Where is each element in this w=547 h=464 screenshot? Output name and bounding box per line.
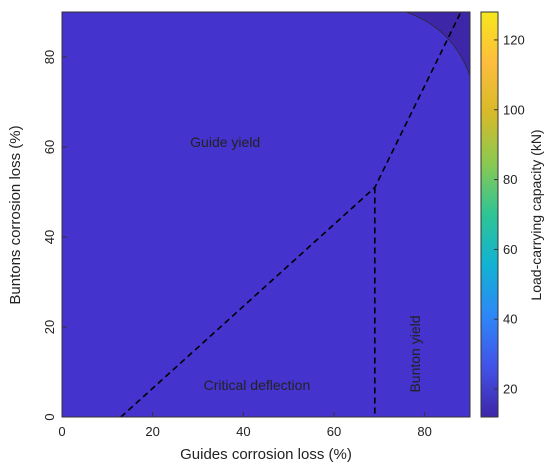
y-tick-label: 0 [42,413,57,420]
colorbar-ticks: 20 40 60 80 100 120 [494,32,525,397]
contour-region-14 [62,12,470,417]
x-tick-label: 60 [327,424,341,439]
colorbar-tick-label: 40 [503,312,517,327]
annotation-1: Guide yield [190,134,260,150]
colorbar-tick-label: 20 [503,382,517,397]
colorbar-tick-label: 120 [503,32,525,47]
contour-fills [62,12,470,417]
x-tick-label: 20 [145,424,159,439]
y-tick-label: 60 [42,140,57,154]
y-tick-label: 80 [42,50,57,64]
colorbar-tick-label: 100 [503,102,525,117]
x-tick-label: 80 [417,424,431,439]
region-annotations: Guide yield Critical deflection Bunton yie… [190,134,423,393]
x-axis-ticks: 0 20 40 60 80 [58,412,432,439]
annotation-3: Bunton yield [407,315,423,392]
x-tick-label: 0 [58,424,65,439]
colorbar-tick-label: 80 [503,172,517,187]
colorbar-tick-label: 60 [503,242,517,257]
colorbar-label: Load-carrying capacity (kN) [528,129,544,300]
plot-frame [61,11,471,418]
x-tick-label: 40 [236,424,250,439]
x-axis-label: Guides corrosion loss (%) [180,446,352,463]
y-axis-label: Buntons corrosion loss (%) [7,125,24,304]
y-tick-label: 20 [42,320,57,334]
colorbar: 20 40 60 80 100 120 Load-carrying capacity (k… [480,11,544,418]
y-axis-ticks: 0 20 40 60 80 [42,50,67,421]
failure-mode-boundaries [120,12,462,417]
y-tick-label: 40 [42,230,57,244]
colorbar-gradient [480,11,499,418]
annotation-2: Critical deflection [204,377,311,393]
